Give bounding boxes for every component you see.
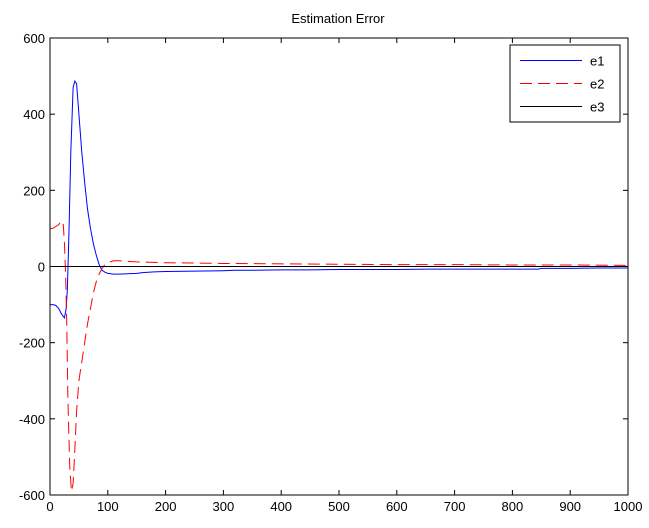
x-tick-label: 100 <box>97 499 119 514</box>
y-tick-label: 600 <box>23 31 45 46</box>
series-line-e2 <box>50 219 628 492</box>
x-tick-label: 600 <box>386 499 408 514</box>
x-tick-label: 0 <box>46 499 53 514</box>
y-tick-label: -200 <box>19 336 45 351</box>
y-tick-label: 200 <box>23 183 45 198</box>
x-tick-label: 500 <box>328 499 350 514</box>
legend-label-e3: e3 <box>590 100 604 115</box>
x-tick-label: 800 <box>502 499 524 514</box>
legend-label-e2: e2 <box>590 77 604 92</box>
y-tick-label: -400 <box>19 412 45 427</box>
series-group <box>50 79 628 492</box>
x-tick-label: 200 <box>155 499 177 514</box>
x-tick-label: 400 <box>270 499 292 514</box>
y-tick-label: -600 <box>19 488 45 503</box>
chart-title: Estimation Error <box>291 11 385 26</box>
series-line-e1 <box>50 79 628 320</box>
x-tick-label: 900 <box>559 499 581 514</box>
y-tick-label: 0 <box>38 260 45 275</box>
x-tick-label: 700 <box>444 499 466 514</box>
x-tick-label: 1000 <box>614 499 643 514</box>
legend: e1 e2 e3 <box>509 44 621 123</box>
x-tick-label: 300 <box>213 499 235 514</box>
legend-label-e1: e1 <box>590 54 604 69</box>
y-tick-label: 400 <box>23 107 45 122</box>
